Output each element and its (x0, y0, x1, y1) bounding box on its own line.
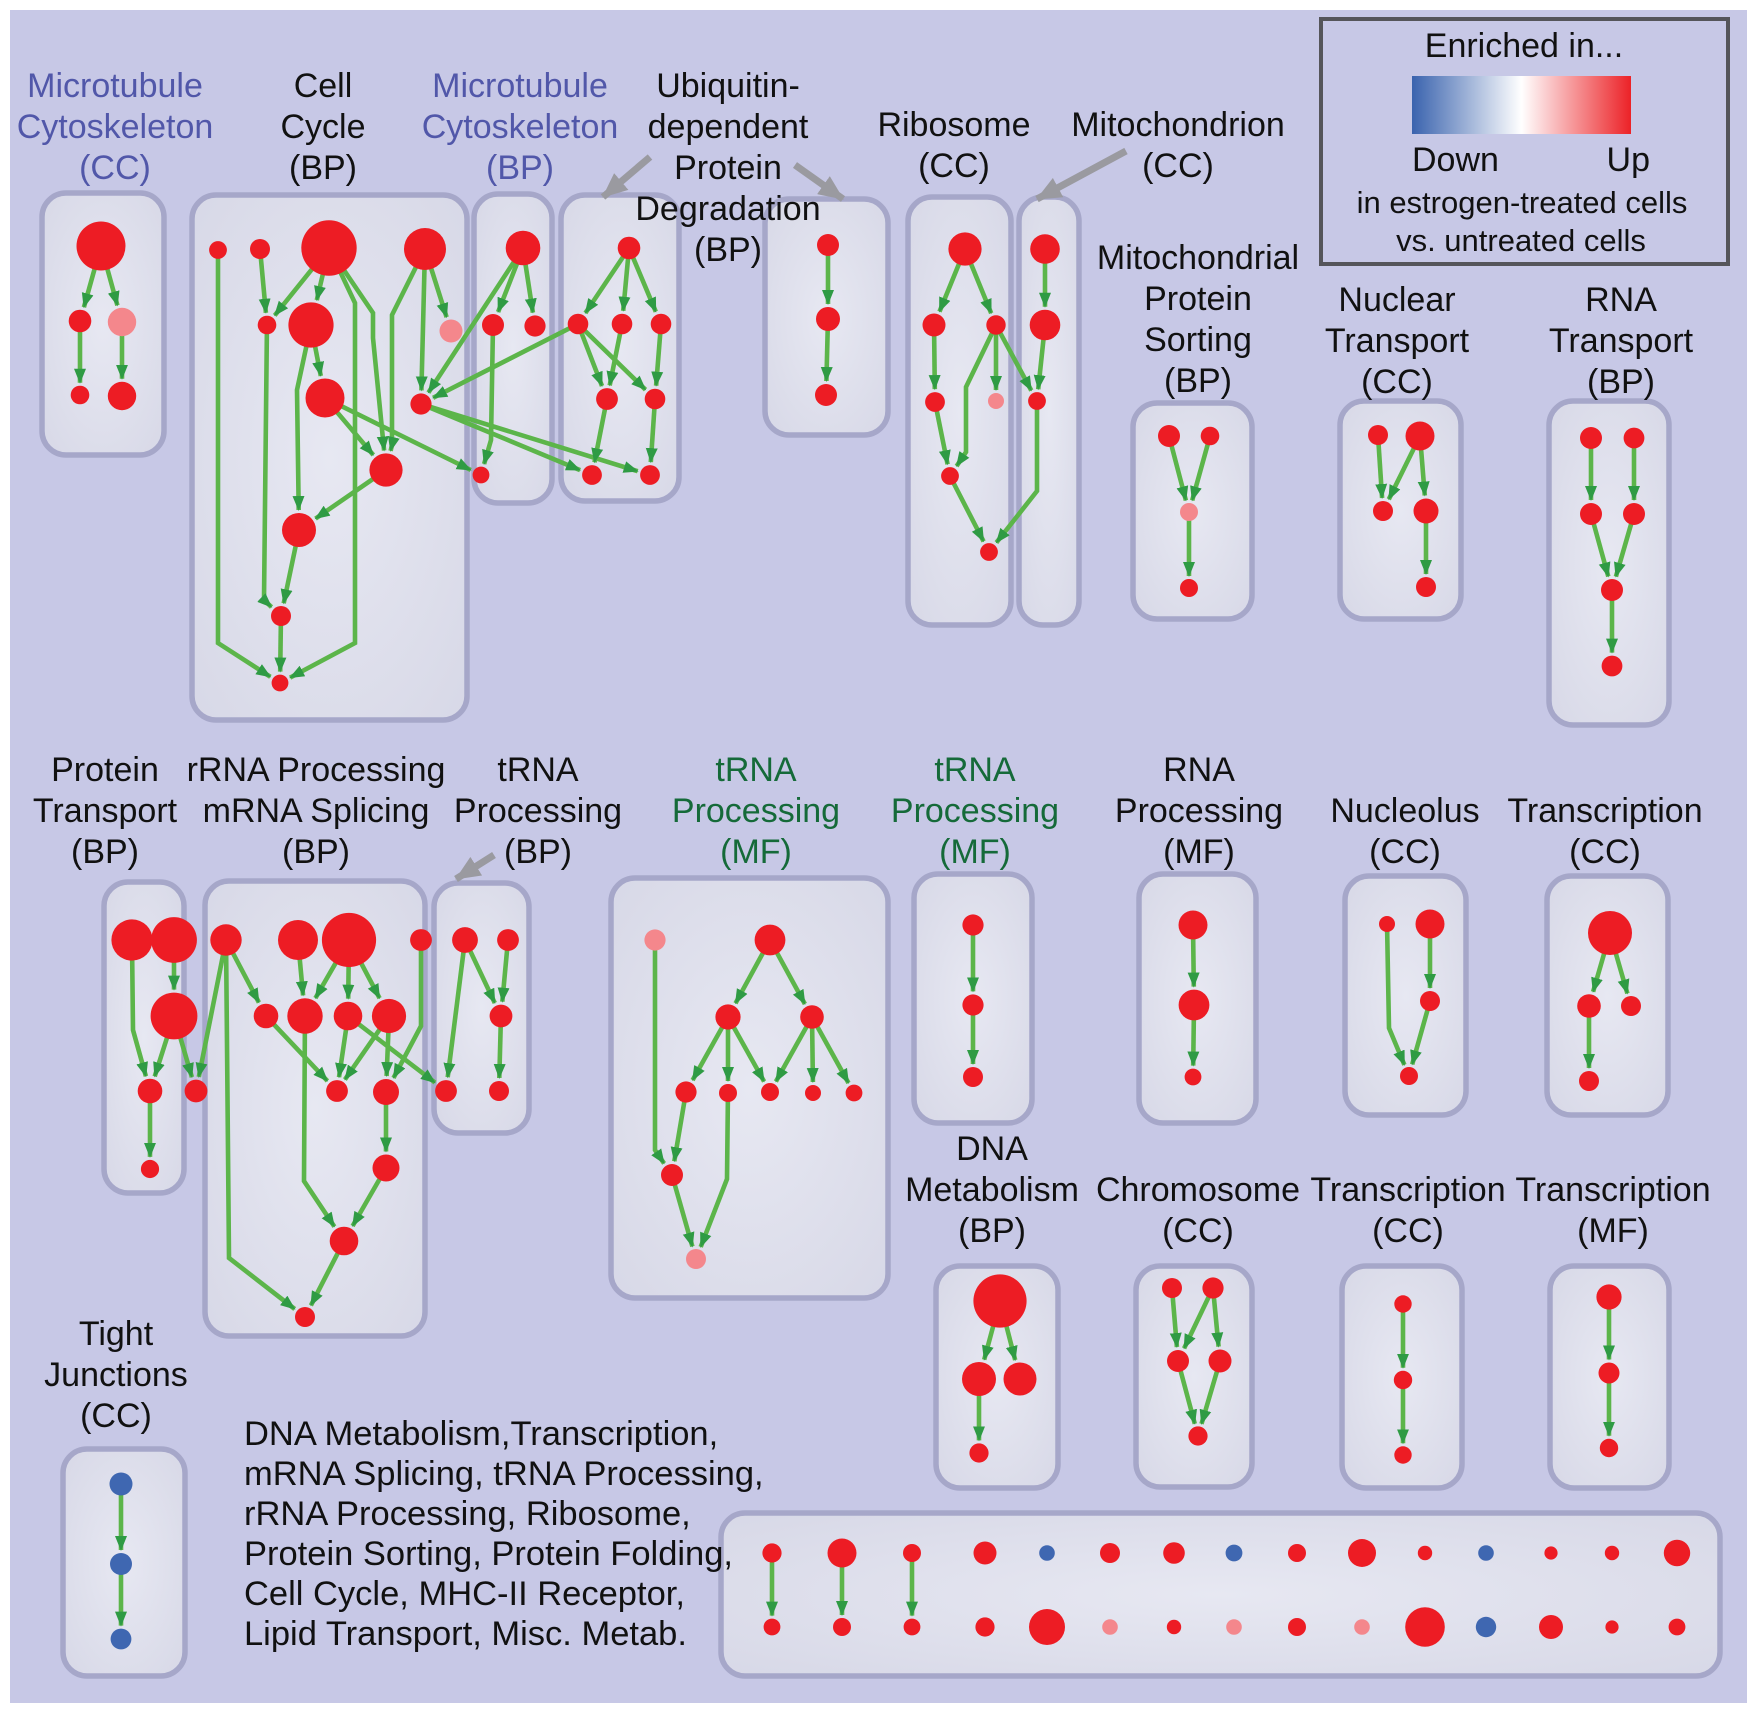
svg-text:Degradation: Degradation (635, 190, 820, 228)
svg-text:Chromosome: Chromosome (1096, 1171, 1300, 1209)
svg-text:rRNA Processing: rRNA Processing (187, 751, 446, 789)
svg-text:(BP): (BP) (282, 833, 350, 871)
svg-text:DNA Metabolism,Transcription,: DNA Metabolism,Transcription, (244, 1415, 718, 1453)
svg-text:Protein: Protein (51, 751, 159, 789)
svg-text:Cell: Cell (294, 67, 353, 105)
svg-text:(MF): (MF) (939, 833, 1011, 871)
svg-text:(BP): (BP) (694, 231, 762, 269)
svg-text:Nucleolus: Nucleolus (1330, 792, 1479, 830)
svg-text:Tight: Tight (79, 1315, 154, 1353)
svg-text:Up: Up (1607, 141, 1650, 179)
svg-text:Lipid Transport, Misc. Metab.: Lipid Transport, Misc. Metab. (244, 1615, 687, 1653)
svg-text:(CC): (CC) (80, 1397, 152, 1435)
svg-text:Ribosome: Ribosome (877, 106, 1030, 144)
svg-text:(CC): (CC) (1569, 833, 1641, 871)
svg-text:mRNA Splicing, tRNA Processing: mRNA Splicing, tRNA Processing, (244, 1455, 764, 1493)
svg-text:(MF): (MF) (1577, 1212, 1649, 1250)
svg-text:Microtubule: Microtubule (432, 67, 608, 105)
svg-text:(CC): (CC) (918, 147, 990, 185)
svg-text:Down: Down (1412, 141, 1499, 179)
svg-text:Transport: Transport (1325, 322, 1470, 360)
svg-text:Protein: Protein (1144, 280, 1252, 318)
svg-text:(BP): (BP) (289, 149, 357, 187)
svg-text:Protein: Protein (674, 149, 782, 187)
svg-text:RNA: RNA (1163, 751, 1235, 789)
svg-text:Microtubule: Microtubule (27, 67, 203, 105)
svg-text:Metabolism: Metabolism (905, 1171, 1079, 1209)
svg-text:Junctions: Junctions (44, 1356, 188, 1394)
svg-text:Nuclear: Nuclear (1338, 281, 1455, 319)
svg-text:in estrogen-treated cells: in estrogen-treated cells (1357, 185, 1688, 220)
svg-text:dependent: dependent (648, 108, 809, 146)
svg-text:(BP): (BP) (1587, 363, 1655, 401)
svg-text:Transcription: Transcription (1310, 1171, 1505, 1209)
svg-text:(BP): (BP) (1164, 362, 1232, 400)
svg-text:(CC): (CC) (1162, 1212, 1234, 1250)
svg-text:Processing: Processing (672, 792, 840, 830)
svg-text:Cytoskeleton: Cytoskeleton (422, 108, 619, 146)
svg-text:Transport: Transport (33, 792, 178, 830)
svg-text:(MF): (MF) (720, 833, 792, 871)
svg-text:(BP): (BP) (486, 149, 554, 187)
svg-text:(BP): (BP) (504, 833, 572, 871)
svg-text:Processing: Processing (891, 792, 1059, 830)
svg-text:(MF): (MF) (1163, 833, 1235, 871)
svg-text:(BP): (BP) (71, 833, 139, 871)
svg-text:rRNA Processing, Ribosome,: rRNA Processing, Ribosome, (244, 1495, 691, 1533)
svg-text:Mitochondrion: Mitochondrion (1071, 106, 1285, 144)
svg-text:Mitochondrial: Mitochondrial (1097, 239, 1299, 277)
svg-text:DNA: DNA (956, 1130, 1028, 1168)
svg-text:tRNA: tRNA (934, 751, 1016, 789)
svg-text:tRNA: tRNA (715, 751, 797, 789)
svg-text:(CC): (CC) (1142, 147, 1214, 185)
svg-text:vs. untreated cells: vs. untreated cells (1396, 223, 1646, 258)
svg-text:tRNA: tRNA (497, 751, 579, 789)
svg-text:Cytoskeleton: Cytoskeleton (17, 108, 214, 146)
svg-text:Ubiquitin-: Ubiquitin- (656, 67, 800, 105)
svg-text:Cycle: Cycle (280, 108, 365, 146)
svg-text:(CC): (CC) (1361, 363, 1433, 401)
svg-text:(BP): (BP) (958, 1212, 1026, 1250)
svg-text:Protein Sorting, Protein Foldi: Protein Sorting, Protein Folding, (244, 1535, 733, 1573)
svg-text:(CC): (CC) (79, 149, 151, 187)
svg-text:Processing: Processing (454, 792, 622, 830)
svg-text:Transcription: Transcription (1515, 1171, 1710, 1209)
svg-text:Transport: Transport (1549, 322, 1694, 360)
svg-text:mRNA Splicing: mRNA Splicing (203, 792, 430, 830)
svg-text:Cell Cycle, MHC-II Receptor,: Cell Cycle, MHC-II Receptor, (244, 1575, 685, 1613)
svg-text:Sorting: Sorting (1144, 321, 1252, 359)
svg-text:Enriched in...: Enriched in... (1425, 27, 1623, 65)
svg-text:(CC): (CC) (1372, 1212, 1444, 1250)
svg-text:Processing: Processing (1115, 792, 1283, 830)
svg-text:(CC): (CC) (1369, 833, 1441, 871)
svg-text:Transcription: Transcription (1507, 792, 1702, 830)
svg-text:RNA: RNA (1585, 281, 1657, 319)
